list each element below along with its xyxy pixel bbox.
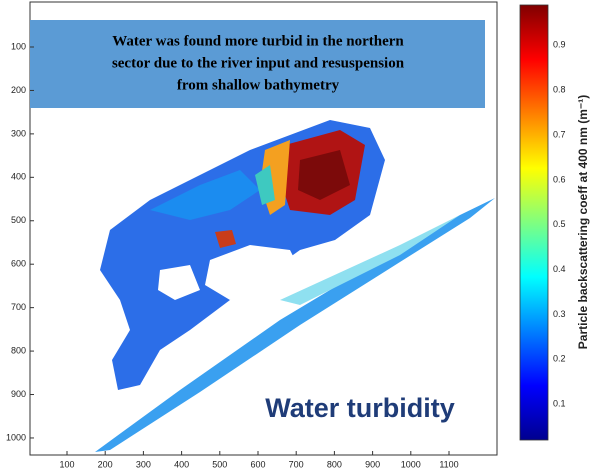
map-figure: Water was found more turbid in the north… [0, 0, 600, 476]
info-box-text: sector due to the river input and resusp… [112, 55, 405, 71]
y-tick-label: 200 [11, 85, 26, 95]
x-tick-label: 300 [136, 459, 151, 469]
y-tick-label: 100 [11, 41, 26, 51]
y-tick-label: 800 [11, 345, 26, 355]
colorbar-tick-label: 0.7 [553, 129, 566, 139]
x-tick-label: 1000 [401, 459, 421, 469]
y-tick-label: 900 [11, 389, 26, 399]
colorbar-tick-label: 0.3 [553, 309, 566, 319]
x-tick-label: 700 [289, 459, 304, 469]
x-tick-label: 100 [59, 459, 74, 469]
colorbar-tick-label: 0.2 [553, 354, 566, 364]
colorbar-label: Particle backscattering coeff at 400 nm … [576, 95, 590, 349]
y-tick-label: 500 [11, 215, 26, 225]
colorbar-tick-label: 0.6 [553, 174, 566, 184]
y-tick-label: 1000 [6, 432, 26, 442]
x-tick-label: 500 [212, 459, 227, 469]
overlay-title: Water turbidity [265, 393, 455, 423]
x-tick-label: 800 [327, 459, 342, 469]
y-tick-label: 700 [11, 302, 26, 312]
colorbar-tick-label: 0.1 [553, 398, 566, 408]
colorbar-tick-label: 0.5 [553, 219, 566, 229]
y-tick-label: 600 [11, 259, 26, 269]
x-tick-label: 600 [250, 459, 265, 469]
y-tick-label: 300 [11, 128, 26, 138]
y-tick-label: 400 [11, 172, 26, 182]
x-tick-label: 1100 [439, 459, 458, 469]
page: {"map": { "info_box": {"lines": ["Water … [0, 0, 600, 476]
colorbar [520, 5, 548, 440]
x-tick-label: 400 [174, 459, 189, 469]
colorbar-tick-label: 0.9 [553, 40, 566, 50]
info-box-text: from shallow bathymetry [177, 77, 340, 93]
colorbar-tick-label: 0.4 [553, 264, 566, 274]
x-tick-label: 900 [365, 459, 380, 469]
x-tick-label: 200 [98, 459, 113, 469]
colorbar-tick-label: 0.8 [553, 85, 566, 95]
info-box-text: Water was found more turbid in the north… [112, 33, 404, 49]
